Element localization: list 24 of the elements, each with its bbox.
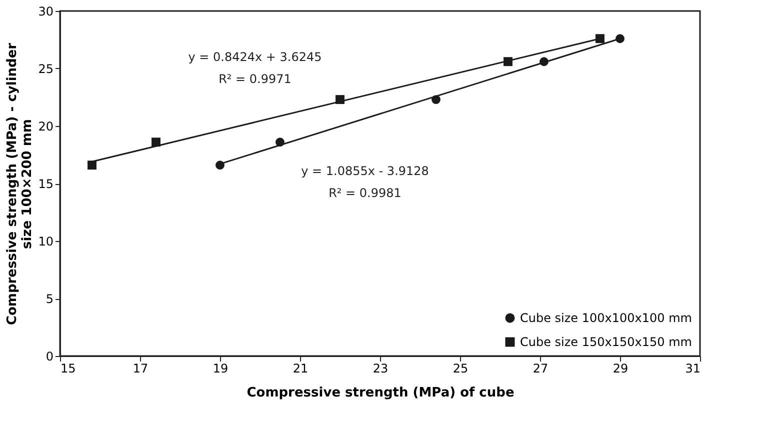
y-tick-label: 20 <box>38 120 54 134</box>
x-axis-title: Compressive strength (MPa) of cube <box>246 386 514 400</box>
annotation: R² = 0.9971 <box>218 72 292 86</box>
x-tick-label: 25 <box>452 362 468 376</box>
x-tick-label: 15 <box>60 362 76 376</box>
y-axis-title: Compressive strength (MPa) - cylinder size 100×200 mm <box>5 42 36 326</box>
x-tick-label: 23 <box>372 362 388 376</box>
x-tick-label: 27 <box>532 362 548 376</box>
x-tick-label: 17 <box>132 362 148 376</box>
x-tick-label: 31 <box>685 362 700 376</box>
y-tick-label: 0 <box>46 350 54 364</box>
annotation: y = 0.8424x + 3.6245 <box>188 50 322 64</box>
annotation: y = 1.0855x - 3.9128 <box>301 164 429 178</box>
y-tick-label: 30 <box>38 4 54 18</box>
y-tick-label: 10 <box>38 234 54 248</box>
x-tick-label: 19 <box>212 362 228 376</box>
x-tick-label: 29 <box>612 362 628 376</box>
y-tick-label: 5 <box>46 292 54 306</box>
y-tick-label: 25 <box>38 62 54 76</box>
y-tick-label: 15 <box>38 177 54 191</box>
legend-label: Cube size 100x100x100 mm <box>520 311 692 325</box>
annotation: R² = 0.9981 <box>328 186 402 200</box>
legend-label: Cube size 150x150x150 mm <box>520 335 692 349</box>
x-tick-label: 21 <box>292 362 308 376</box>
